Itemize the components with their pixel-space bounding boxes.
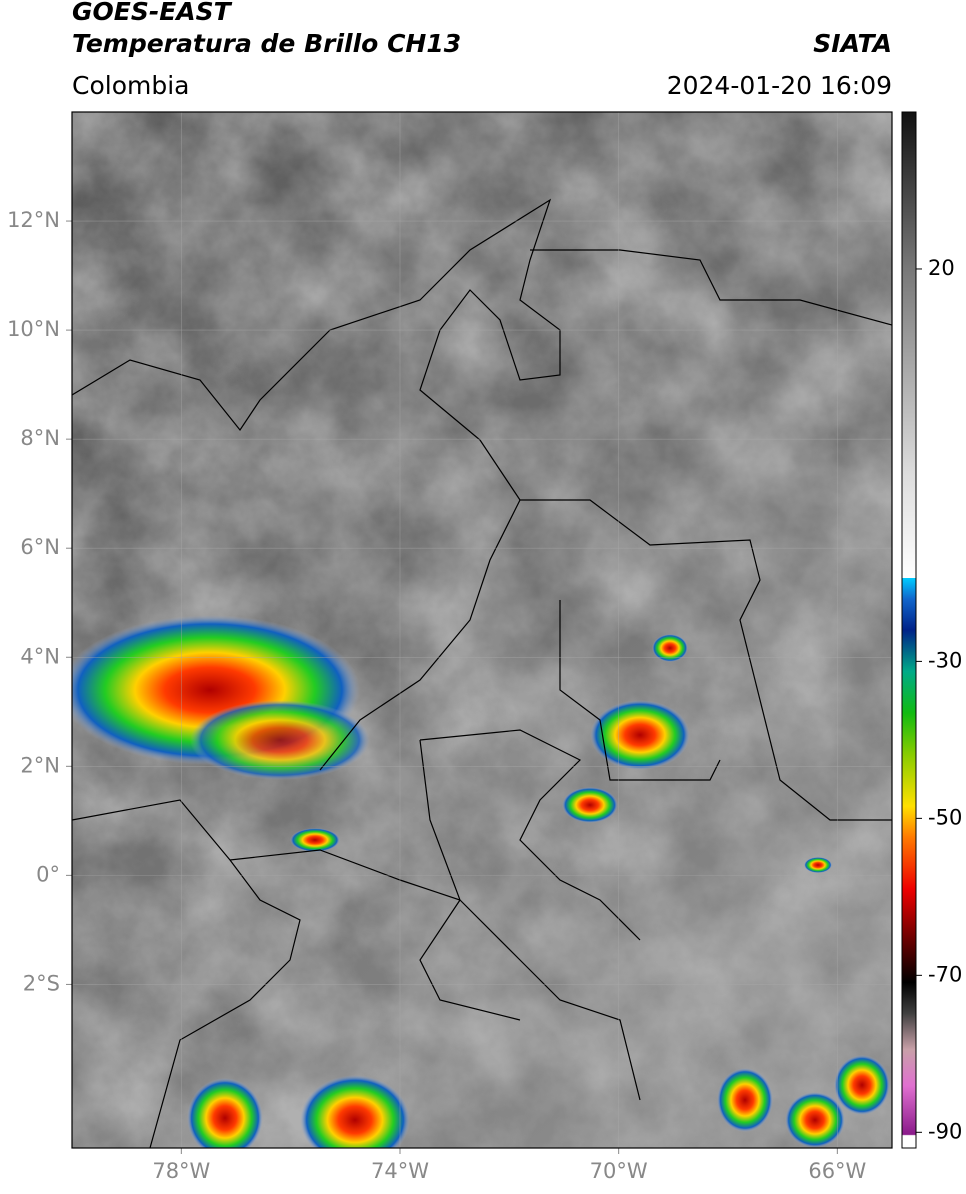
colorbar-tick-label: -30 — [928, 648, 962, 672]
satellite-image — [72, 112, 892, 1148]
colorbar-tick-label: -50 — [928, 805, 962, 829]
region: Colombia — [72, 71, 189, 100]
colorbar-frame — [901, 111, 917, 1149]
lat-tick-label: 4°N — [20, 644, 60, 668]
map-frame — [71, 111, 893, 1149]
lat-tick-label: 10°N — [7, 317, 60, 341]
lat-tick-label: 2°N — [20, 753, 60, 777]
subtitle: Temperatura de Brillo CH13 — [72, 29, 461, 58]
lon-tick-label: 66°W — [808, 1159, 866, 1183]
colorbar-tick-label: -90 — [928, 1119, 962, 1143]
colorbar-tick-label: 20 — [928, 256, 955, 280]
source: SIATA — [813, 29, 892, 58]
lat-tick-label: 2°S — [23, 971, 60, 995]
colorbar — [902, 112, 916, 1148]
datetime: 2024-01-20 16:09 — [667, 71, 892, 100]
lat-tick-label: 0° — [36, 862, 60, 886]
lat-tick-label: 6°N — [20, 535, 60, 559]
title: GOES-EAST — [72, 0, 233, 26]
lon-tick-label: 70°W — [590, 1159, 648, 1183]
lon-tick-label: 78°W — [152, 1159, 210, 1183]
colorbar-tick-label: -70 — [928, 962, 962, 986]
lat-tick-label: 8°N — [20, 426, 60, 450]
lon-tick-label: 74°W — [371, 1159, 429, 1183]
lat-tick-label: 12°N — [7, 208, 60, 232]
